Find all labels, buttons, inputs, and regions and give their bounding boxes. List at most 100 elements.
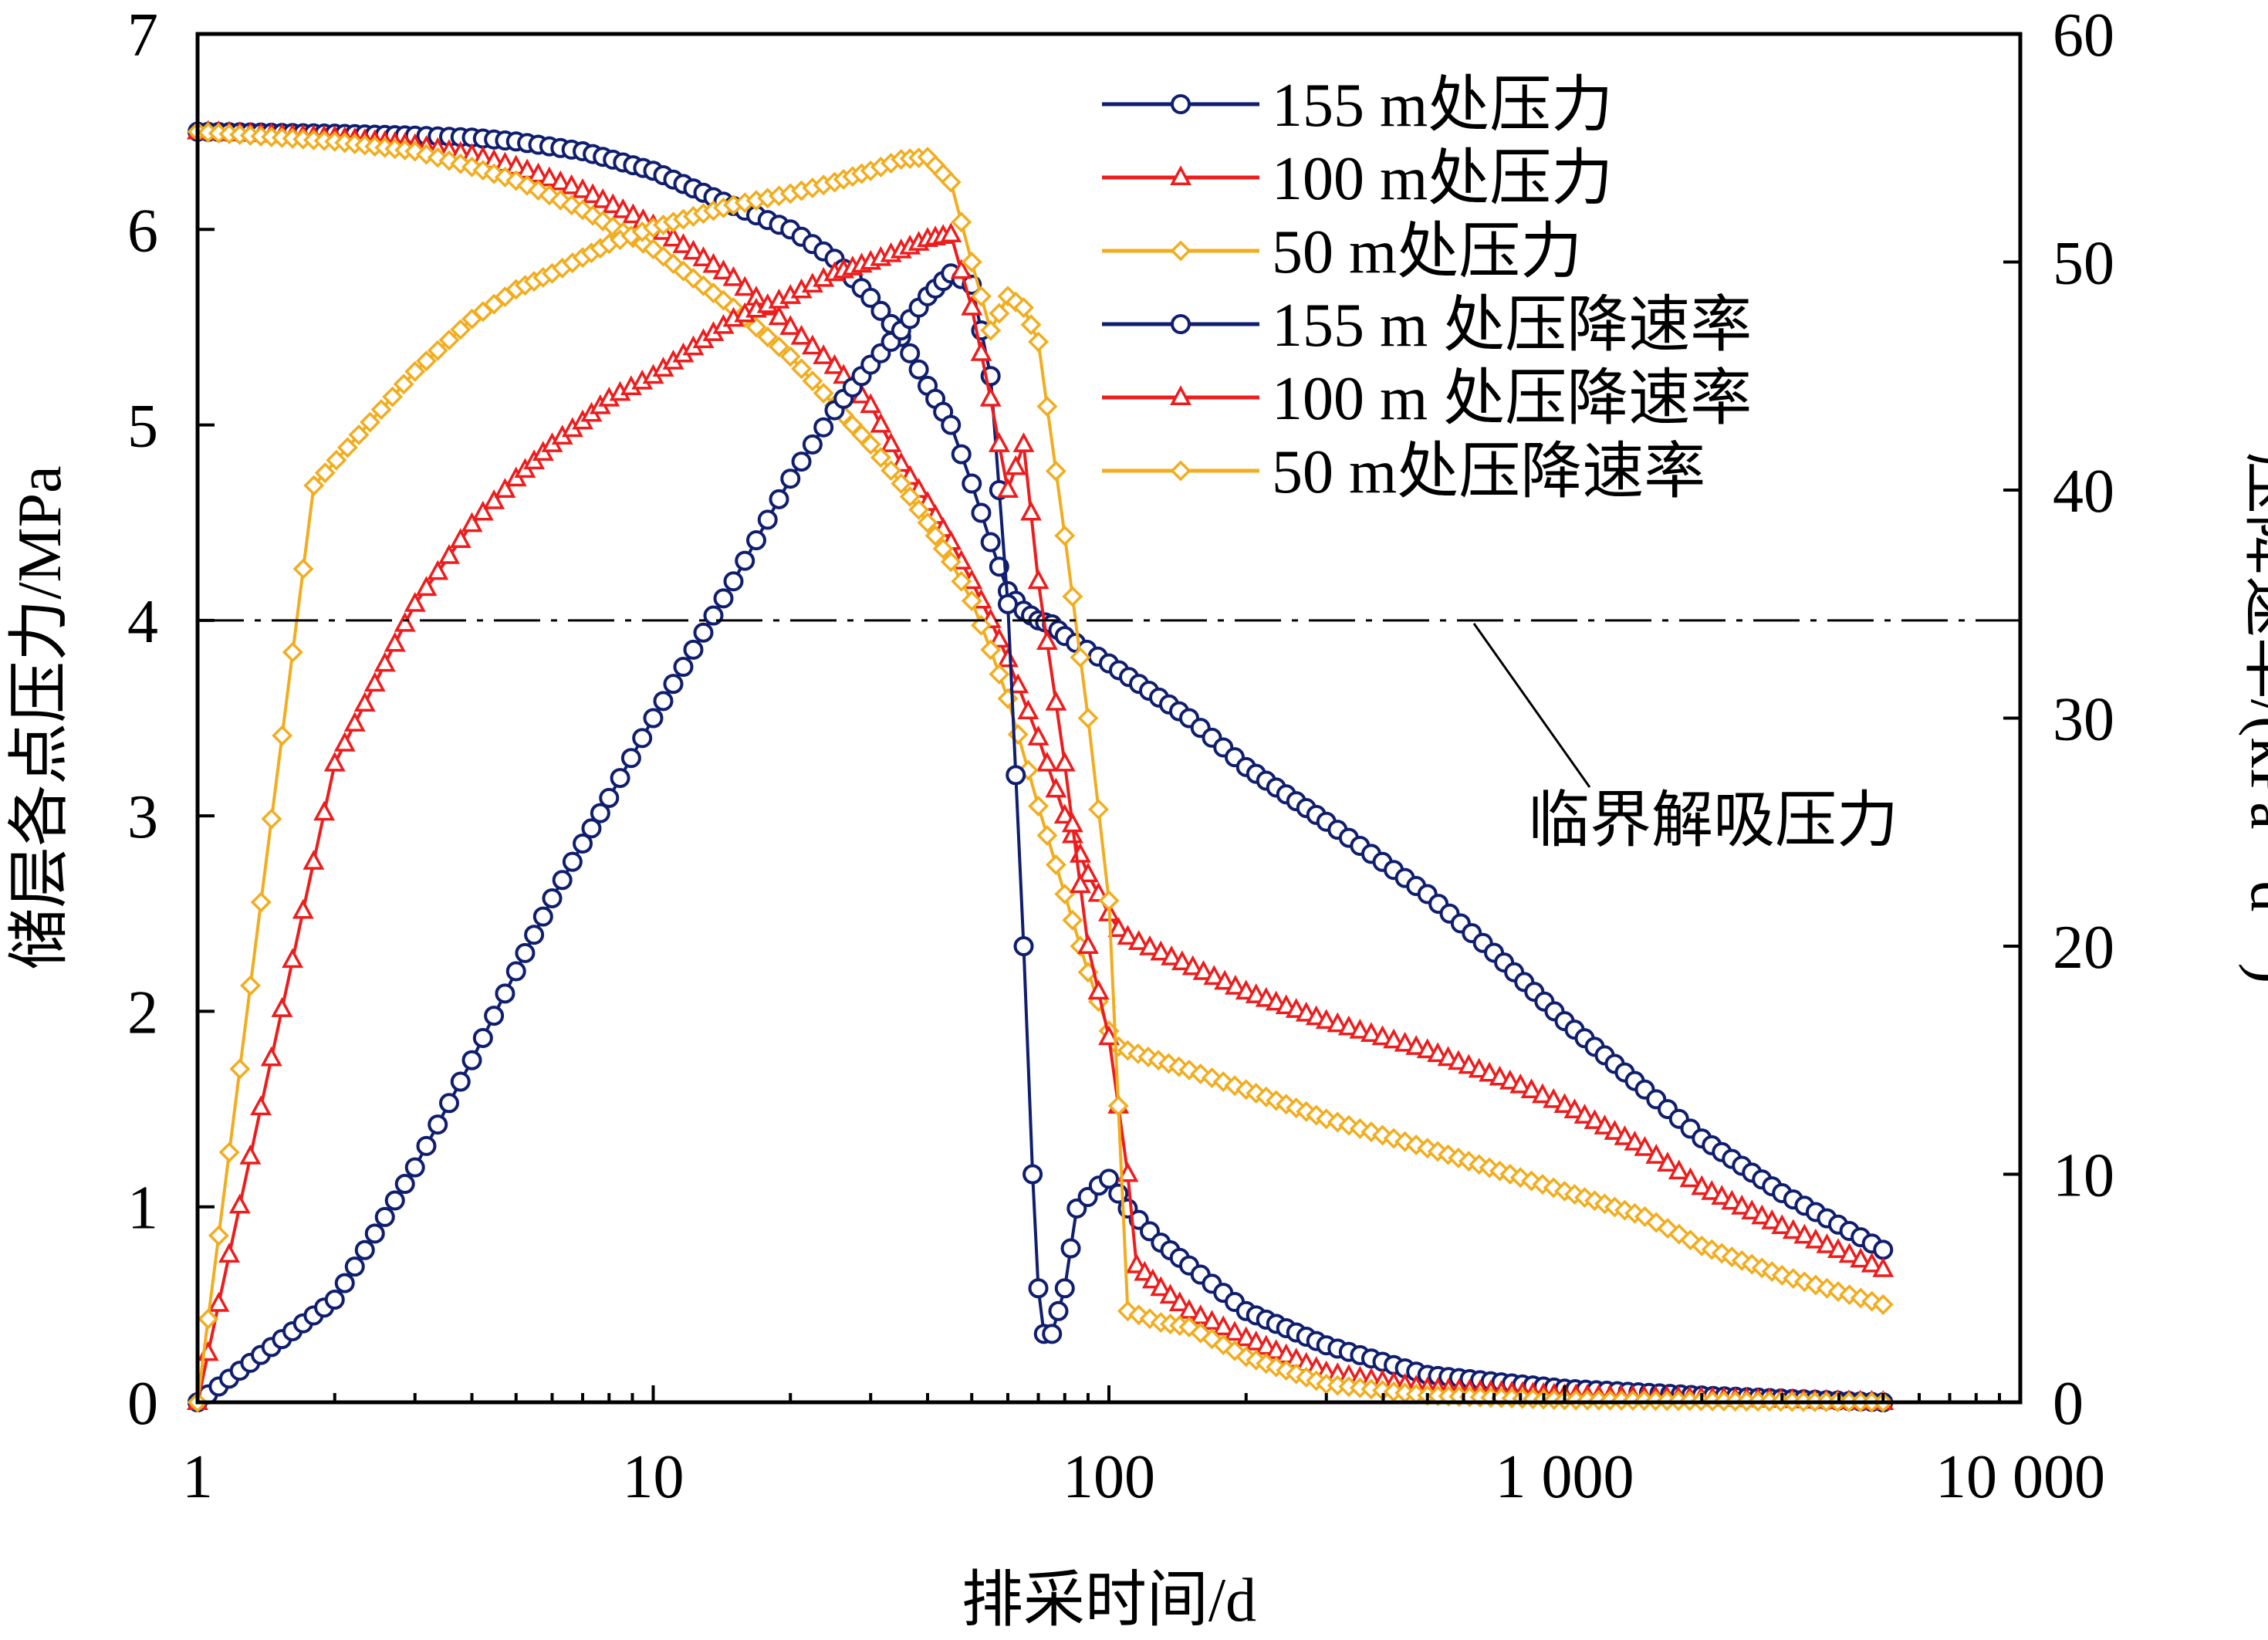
data-point	[303, 850, 325, 870]
data-point	[780, 468, 801, 489]
legend-entry: 155 m 处压降速率	[1102, 292, 1752, 360]
data-point	[1171, 950, 1193, 971]
data-point	[1214, 969, 1236, 990]
data-point	[1060, 1238, 1081, 1259]
data-point	[1337, 1015, 1360, 1036]
data-point	[1087, 979, 1110, 1000]
left-y-tick-label: 4	[127, 588, 158, 656]
data-point	[663, 674, 684, 695]
right-y-tick-label: 40	[2053, 458, 2114, 526]
data-point	[1013, 936, 1034, 956]
legend-label: 155 m处压力	[1272, 72, 1613, 140]
data-point	[1150, 1276, 1172, 1297]
data-point	[1013, 297, 1035, 319]
data-point	[449, 528, 472, 549]
data-point	[360, 411, 380, 433]
data-point	[1139, 935, 1161, 955]
data-point	[394, 611, 416, 632]
data-point	[908, 499, 930, 520]
data-point	[961, 590, 982, 612]
data-point	[769, 336, 789, 357]
data-point	[250, 1095, 272, 1116]
data-point	[450, 1071, 471, 1092]
data-point	[673, 657, 694, 678]
data-point	[769, 489, 789, 509]
data-point	[1861, 1252, 1883, 1273]
data-point	[524, 925, 545, 945]
data-point	[940, 222, 962, 243]
data-point	[592, 188, 614, 208]
data-point	[582, 183, 604, 204]
data-point	[461, 1050, 482, 1070]
data-point	[813, 382, 834, 404]
data-point	[779, 315, 802, 335]
data-point	[970, 340, 992, 361]
data-point	[1838, 1243, 1861, 1263]
data-point	[1061, 812, 1083, 833]
data-point	[1054, 1278, 1075, 1299]
data-point	[532, 906, 553, 927]
data-point	[971, 502, 992, 523]
data-point	[364, 1223, 385, 1244]
data-point	[1053, 803, 1076, 824]
legend-label: 100 m 处压降速率	[1272, 365, 1752, 433]
data-point	[988, 432, 1010, 452]
data-point	[1134, 1260, 1156, 1281]
left-y-tick-label: 0	[127, 1370, 158, 1438]
data-point	[1634, 1135, 1656, 1156]
data-point	[581, 818, 602, 839]
data-point	[374, 1206, 395, 1227]
data-point	[1203, 965, 1225, 986]
data-point	[757, 326, 779, 348]
data-point	[370, 399, 392, 421]
data-point	[891, 473, 912, 495]
data-point	[860, 393, 882, 414]
right-y-tick-label: 50	[2053, 230, 2114, 298]
data-point	[860, 434, 881, 455]
data-point	[813, 344, 835, 364]
data-point	[334, 1273, 355, 1293]
data-point	[1499, 1069, 1521, 1090]
data-point	[1594, 1114, 1616, 1134]
data-point	[622, 203, 644, 224]
series-6	[187, 147, 1894, 1413]
data-point	[428, 1114, 448, 1135]
data-point	[757, 509, 778, 530]
data-point	[1012, 432, 1035, 452]
data-point	[313, 800, 336, 821]
data-point	[1405, 1035, 1428, 1055]
data-point	[900, 343, 921, 364]
data-point	[1077, 934, 1099, 954]
right-y-tick-label: 0	[2053, 1370, 2084, 1438]
data-point	[404, 1157, 425, 1178]
data-point	[880, 460, 902, 482]
data-point	[292, 898, 314, 919]
data-point	[1192, 959, 1215, 980]
data-point	[1036, 824, 1058, 846]
data-point	[515, 942, 536, 963]
data-point	[1006, 765, 1026, 786]
data-point	[229, 1058, 251, 1080]
data-point	[1027, 569, 1049, 590]
legend-entry: 100 m处压力	[1102, 145, 1613, 213]
data-point	[427, 340, 448, 361]
data-point	[870, 447, 891, 468]
data-point	[416, 350, 437, 372]
data-point	[1872, 1256, 1895, 1277]
data-point	[1245, 1331, 1267, 1351]
data-point	[951, 211, 972, 233]
data-point	[271, 997, 293, 1017]
data-point	[683, 639, 704, 660]
data-point	[1225, 974, 1246, 995]
data-point	[1360, 1022, 1382, 1042]
data-point	[941, 414, 962, 435]
data-point	[250, 891, 272, 913]
data-point	[802, 370, 823, 392]
left-y-tick-label: 2	[127, 979, 158, 1047]
data-point	[980, 639, 1002, 661]
data-point	[1201, 1310, 1223, 1330]
data-point	[542, 888, 563, 908]
data-point	[693, 622, 714, 643]
data-point	[1036, 630, 1058, 650]
